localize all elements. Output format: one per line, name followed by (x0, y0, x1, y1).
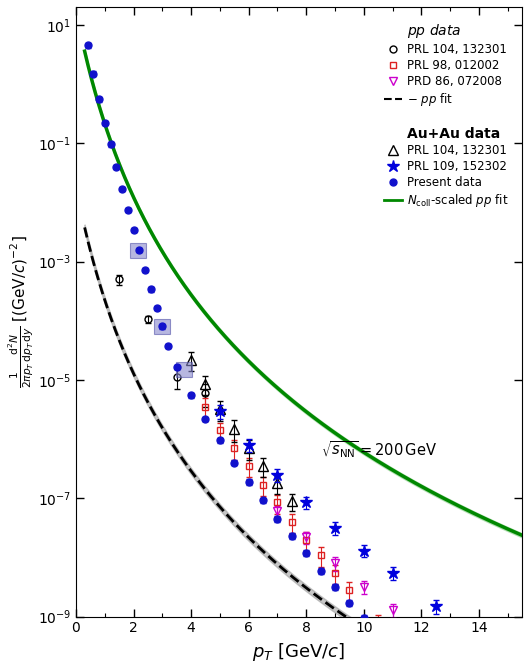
Bar (154, 319, 170, 334)
Bar (130, 243, 146, 258)
Legend: $\it{pp}$ data, PRL 104, 132301, PRL 98, 012002, PRD 86, 072008, $-$ $\it{pp}$ f: $\it{pp}$ data, PRL 104, 132301, PRL 98,… (381, 19, 512, 212)
Y-axis label: $\frac{1}{2\pi p_T} \frac{\mathrm{d}^2N}{\mathrm{d}p_T\,\mathrm{d}y}$ [(GeV/$c$): $\frac{1}{2\pi p_T} \frac{\mathrm{d}^2N}… (7, 235, 37, 388)
Bar (176, 362, 192, 377)
Text: $\sqrt{s_{\rm NN}} = 200\,{\rm GeV}$: $\sqrt{s_{\rm NN}} = 200\,{\rm GeV}$ (321, 439, 437, 460)
X-axis label: $p_T$ [GeV/$c$]: $p_T$ [GeV/$c$] (252, 641, 345, 663)
